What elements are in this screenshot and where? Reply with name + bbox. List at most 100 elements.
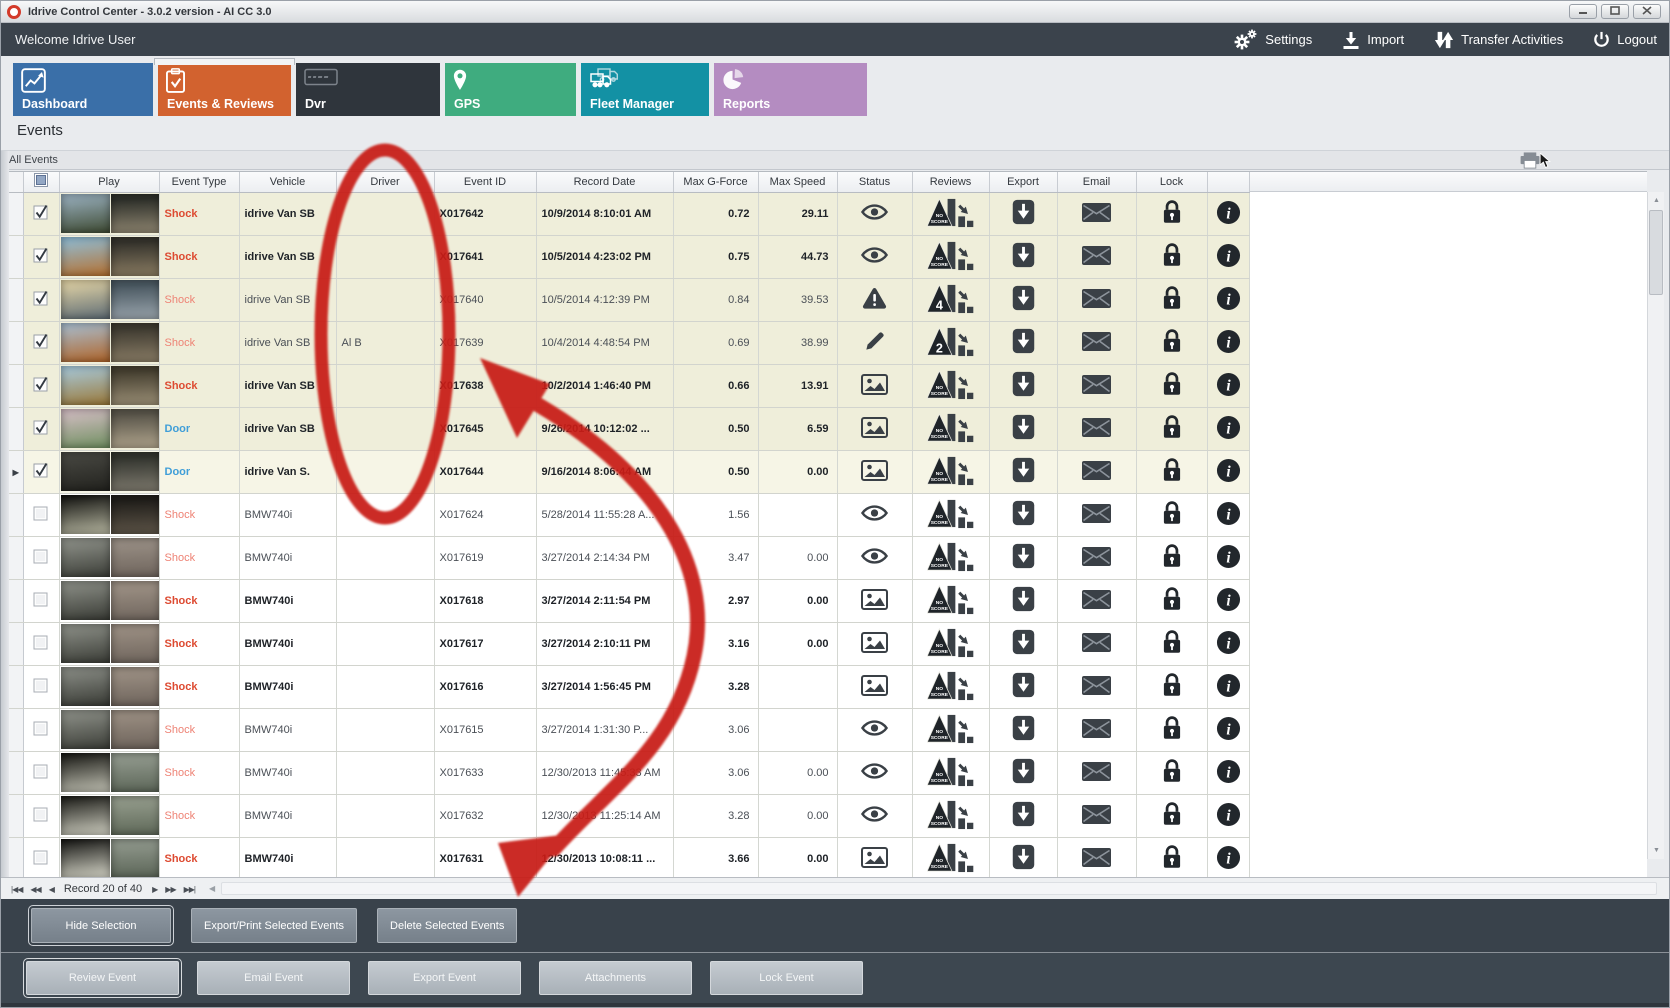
reviews-cell[interactable]: NO SCORE [912,536,990,580]
column-header-status[interactable]: Status [837,172,913,193]
row-checkbox[interactable] [23,235,60,279]
export-cell[interactable] [989,665,1058,709]
column-header-export[interactable]: Export [989,172,1058,193]
lock-cell[interactable] [1136,536,1208,580]
info-cell[interactable]: i [1207,837,1250,877]
lock-cell[interactable] [1136,450,1208,494]
lock-cell[interactable] [1136,235,1208,279]
column-header-play[interactable]: Play [59,172,160,193]
lock-cell[interactable] [1136,837,1208,877]
play-thumbnail[interactable] [59,192,160,236]
delete-selected-events-button[interactable]: Delete Selected Events [377,908,518,943]
play-thumbnail[interactable] [59,450,160,494]
email-cell[interactable] [1057,536,1137,580]
email-cell[interactable] [1057,493,1137,537]
table-row[interactable]: Shock idrive Van SB X017640 10/5/2014 4:12:… [9,278,1250,322]
export-cell[interactable] [989,837,1058,877]
email-cell[interactable] [1057,794,1137,838]
reviews-cell[interactable]: NO SCORE [912,622,990,666]
email-cell[interactable] [1057,579,1137,623]
play-thumbnail[interactable] [59,321,160,365]
lock-cell[interactable] [1136,794,1208,838]
nav-prev-button[interactable]: ◀ [48,884,55,894]
export-event-button[interactable]: Export Event [368,961,521,995]
export-cell[interactable] [989,321,1058,365]
nav-next-button[interactable]: ▶ [152,884,158,894]
scrollbar-thumb[interactable] [1649,210,1663,295]
reviews-cell[interactable]: NO SCORE [912,192,990,236]
play-thumbnail[interactable] [59,665,160,709]
export-cell[interactable] [989,450,1058,494]
lock-cell[interactable] [1136,364,1208,408]
transfer-activities-button[interactable]: Transfer Activities [1434,30,1563,50]
reviews-cell[interactable]: NO SCORE [912,708,990,752]
export-print-selected-events-button[interactable]: Export/Print Selected Events [191,908,358,943]
reviews-cell[interactable]: NO SCORE [912,235,990,279]
row-checkbox[interactable] [23,751,60,795]
scroll-up-icon[interactable]: ▲ [1653,197,1660,204]
info-cell[interactable]: i [1207,235,1250,279]
lock-cell[interactable] [1136,321,1208,365]
email-event-button[interactable]: Email Event [197,961,350,995]
table-row[interactable]: Shock idrive Van SB Al B X017639 10/4/2014 4… [9,321,1250,365]
email-cell[interactable] [1057,235,1137,279]
lock-cell[interactable] [1136,192,1208,236]
email-cell[interactable] [1057,192,1137,236]
review-event-button[interactable]: Review Event [23,958,182,998]
table-row[interactable]: Shock BMW740i X017632 12/30/2013 11:25:14 A… [9,794,1250,838]
tab-events-reviews[interactable]: Events & Reviews [154,58,295,116]
play-thumbnail[interactable] [59,837,160,877]
play-thumbnail[interactable] [59,364,160,408]
settings-button[interactable]: Settings [1232,29,1312,51]
export-cell[interactable] [989,278,1058,322]
play-thumbnail[interactable] [59,794,160,838]
table-row[interactable]: Shock BMW740i X017631 12/30/2013 10:08:11 .… [9,837,1250,877]
nav-last-button[interactable]: ▶▶| [183,884,196,894]
vertical-scrollbar[interactable]: ▲ ▼ [1647,192,1664,859]
reviews-cell[interactable]: NO SCORE [912,751,990,795]
table-row[interactable]: ▶ Door idrive Van S. X017644 9/16/2014 8:06:… [9,450,1250,494]
reviews-cell[interactable]: NO SCORE [912,579,990,623]
lock-cell[interactable] [1136,708,1208,752]
row-checkbox[interactable] [23,794,60,838]
column-header-vehicle[interactable]: Vehicle [239,172,337,193]
row-checkbox[interactable] [23,622,60,666]
export-cell[interactable] [989,407,1058,451]
play-thumbnail[interactable] [59,407,160,451]
row-checkbox[interactable] [23,536,60,580]
export-cell[interactable] [989,536,1058,580]
info-cell[interactable]: i [1207,192,1250,236]
export-cell[interactable] [989,622,1058,666]
import-button[interactable]: Import [1342,31,1404,49]
export-cell[interactable] [989,364,1058,408]
info-cell[interactable]: i [1207,751,1250,795]
info-cell[interactable]: i [1207,708,1250,752]
table-row[interactable]: Shock BMW740i X017618 3/27/2014 2:11:54 PM 2… [9,579,1250,623]
lock-cell[interactable] [1136,493,1208,537]
email-cell[interactable] [1057,364,1137,408]
maximize-button[interactable] [1601,4,1629,19]
play-thumbnail[interactable] [59,493,160,537]
email-cell[interactable] [1057,708,1137,752]
export-cell[interactable] [989,794,1058,838]
row-checkbox[interactable] [23,665,60,709]
row-checkbox[interactable] [23,450,60,494]
table-row[interactable]: Shock idrive Van SB X017642 10/9/2014 8:10:… [9,192,1250,236]
export-cell[interactable] [989,192,1058,236]
lock-event-button[interactable]: Lock Event [710,961,863,995]
table-row[interactable]: Shock BMW740i X017619 3/27/2014 2:14:34 PM 3… [9,536,1250,580]
email-cell[interactable] [1057,450,1137,494]
table-row[interactable]: Shock BMW740i X017624 5/28/2014 11:55:28 A.… [9,493,1250,537]
table-row[interactable]: Shock BMW740i X017615 3/27/2014 1:31:30 P..… [9,708,1250,752]
close-button[interactable] [1633,4,1661,19]
minimize-button[interactable] [1569,4,1597,19]
info-cell[interactable]: i [1207,794,1250,838]
info-cell[interactable]: i [1207,364,1250,408]
export-cell[interactable] [989,708,1058,752]
reviews-cell[interactable]: 4 [912,278,990,322]
reviews-cell[interactable]: NO SCORE [912,493,990,537]
play-thumbnail[interactable] [59,579,160,623]
info-cell[interactable]: i [1207,579,1250,623]
info-cell[interactable]: i [1207,321,1250,365]
info-cell[interactable]: i [1207,407,1250,451]
